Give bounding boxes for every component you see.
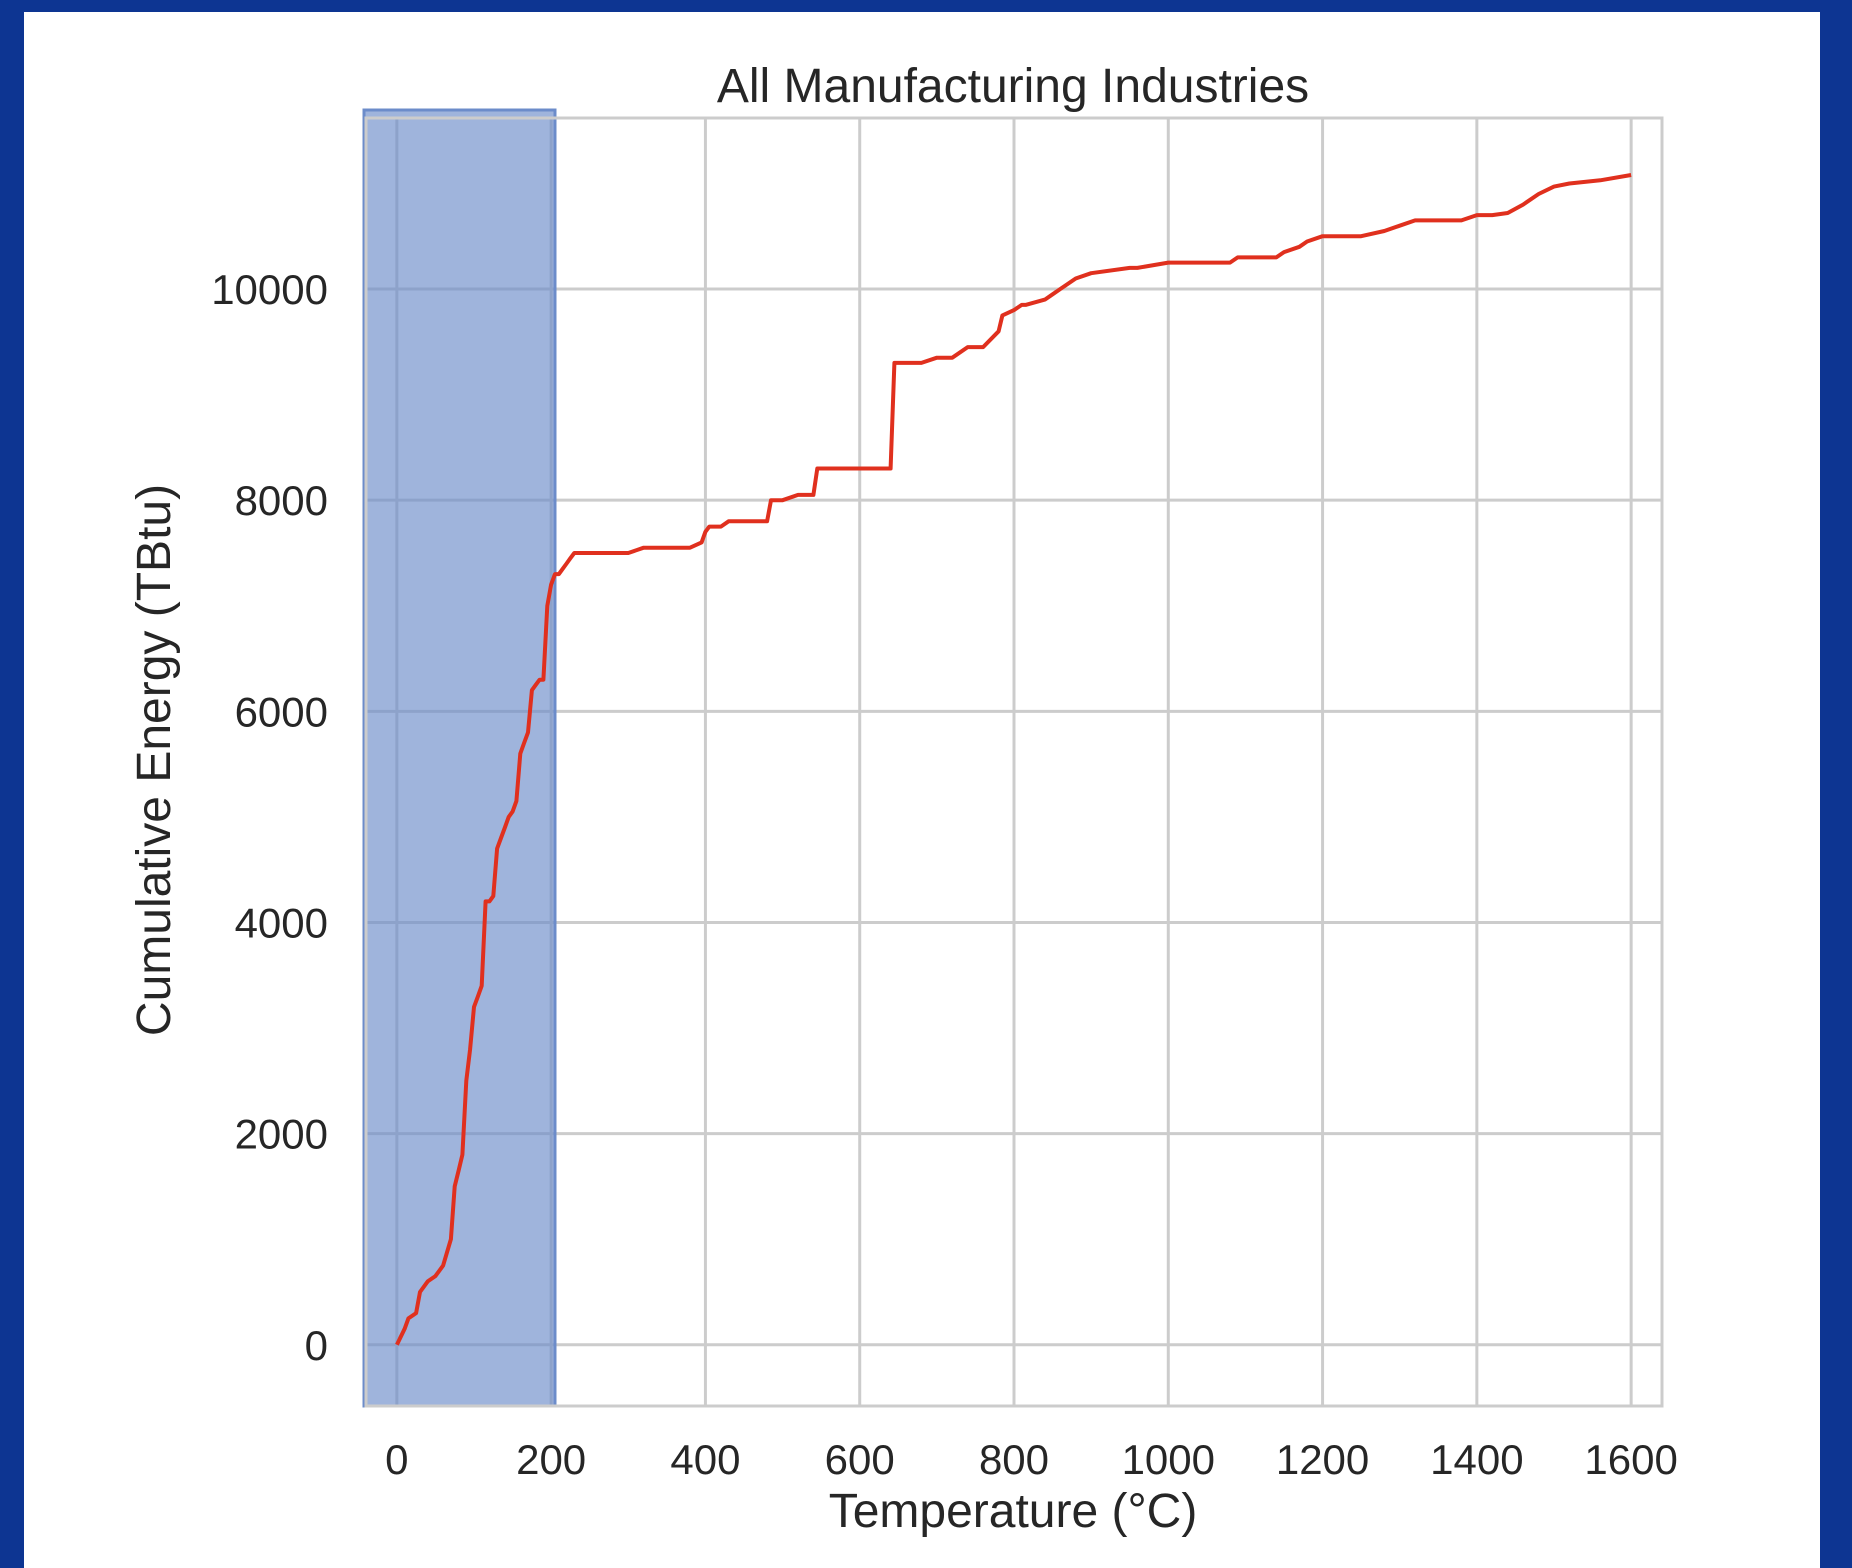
x-tick-label: 1600: [1584, 1436, 1677, 1483]
y-tick-label: 10000: [211, 266, 328, 313]
y-tick-label: 4000: [235, 899, 328, 946]
x-tick-label: 200: [516, 1436, 586, 1483]
highlight-band: [362, 108, 557, 1408]
x-axis-label: Temperature (°C): [829, 1485, 1198, 1538]
x-tick-label: 0: [385, 1436, 408, 1483]
y-axis-label: Cumulative Energy (TBtu): [128, 484, 181, 1036]
x-tick-label: 1200: [1276, 1436, 1369, 1483]
chart-panel: [24, 12, 1820, 1568]
y-tick-label: 6000: [235, 688, 328, 735]
cumulative-energy-line: [395, 173, 1632, 1346]
x-tick-label: 1400: [1430, 1436, 1523, 1483]
x-tick-label: 400: [670, 1436, 740, 1483]
y-tick-label: 8000: [235, 477, 328, 524]
y-tick-label: 0: [305, 1322, 328, 1369]
x-tick-label: 800: [979, 1436, 1049, 1483]
chart-title: All Manufacturing Industries: [717, 60, 1309, 113]
y-axis-ticks: 0 2000 4000 6000 8000 10000: [211, 266, 328, 1369]
x-tick-label: 1000: [1122, 1436, 1215, 1483]
x-axis-ticks: 0 200 400 600 800 1000 1200 1400 1600: [385, 1436, 1678, 1483]
grid-lines: [366, 118, 1662, 1406]
x-tick-label: 600: [825, 1436, 895, 1483]
y-tick-label: 2000: [235, 1111, 328, 1158]
plot-area-border: [364, 116, 1664, 1408]
